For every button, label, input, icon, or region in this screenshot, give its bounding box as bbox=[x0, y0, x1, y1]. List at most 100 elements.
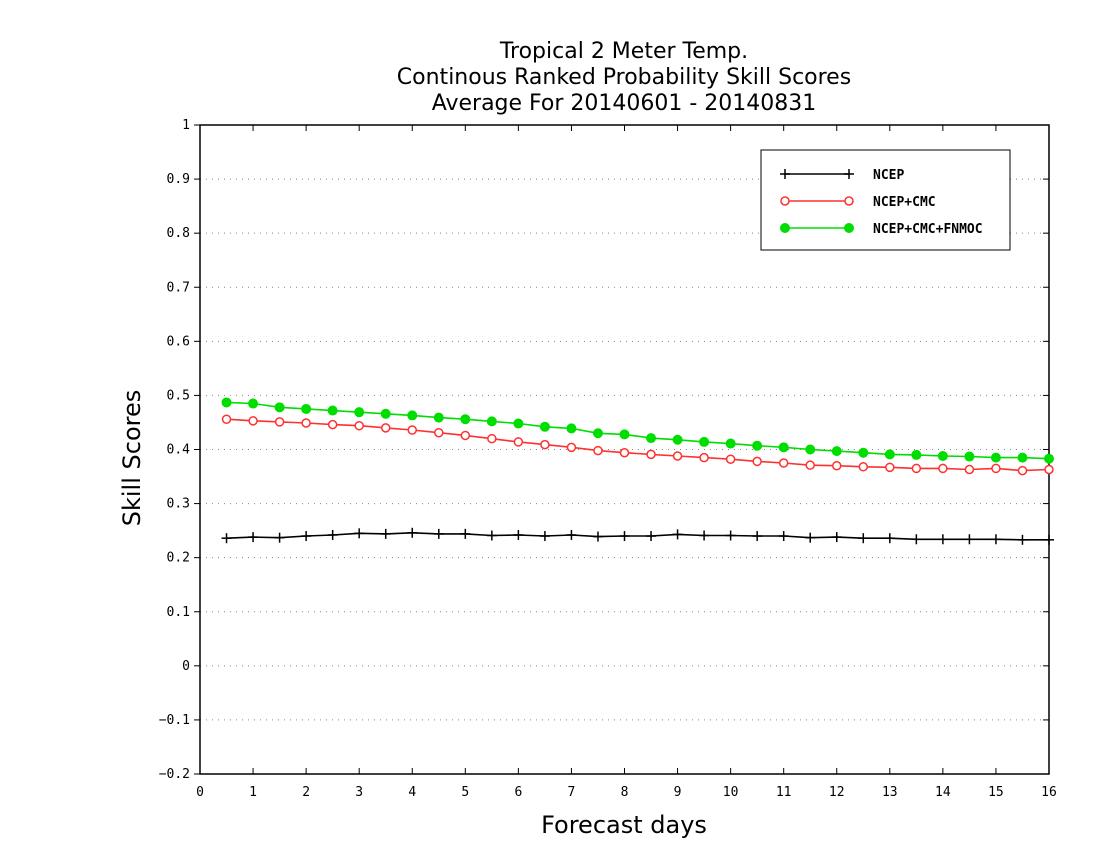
data-point-s1-1 bbox=[248, 416, 258, 426]
data-point-s0-21 bbox=[778, 531, 789, 542]
data-point-s0-8 bbox=[433, 528, 444, 539]
data-point-s2-28 bbox=[964, 451, 975, 462]
data-point-s1-3 bbox=[301, 418, 311, 428]
data-point-s0-7 bbox=[407, 527, 418, 538]
chart-title: Tropical 2 Meter Temp. Continous Ranked … bbox=[397, 39, 851, 116]
x-tick-label: 7 bbox=[568, 785, 576, 800]
data-point-s2-24 bbox=[858, 447, 869, 458]
data-point-s2-14 bbox=[592, 428, 603, 439]
data-point-s1-13 bbox=[566, 442, 577, 453]
data-point-s2-23 bbox=[831, 446, 842, 457]
x-tick-label: 9 bbox=[674, 785, 682, 800]
series-line-0 bbox=[226, 531, 1049, 541]
legend-box bbox=[760, 149, 1011, 251]
data-point-s1-4 bbox=[327, 419, 338, 430]
x-tick-label: 6 bbox=[514, 785, 522, 800]
data-point-s0-22 bbox=[805, 532, 816, 543]
data-point-s2-25 bbox=[884, 449, 895, 460]
chart-title-line-2: Continous Ranked Probability Skill Score… bbox=[397, 65, 851, 90]
data-point-s2-7 bbox=[407, 410, 418, 421]
data-point-s2-22 bbox=[805, 444, 816, 455]
data-point-s0-4 bbox=[327, 529, 338, 540]
x-tick-label: 2 bbox=[302, 785, 310, 800]
data-point-s2-20 bbox=[752, 440, 763, 451]
y-tick-label: −0.2 bbox=[159, 767, 190, 782]
data-point-s0-3 bbox=[301, 531, 312, 542]
data-point-s0-29 bbox=[990, 534, 1001, 545]
legend-label: NCEP+CMC bbox=[873, 195, 936, 210]
data-point-s1-2 bbox=[274, 417, 285, 427]
data-point-s0-18 bbox=[699, 530, 710, 541]
series-0 bbox=[221, 527, 1054, 545]
data-point-s2-6 bbox=[380, 408, 391, 419]
data-point-s0-13 bbox=[566, 529, 577, 540]
data-point-s1-29 bbox=[991, 463, 1001, 474]
data-point-s1-23 bbox=[832, 460, 842, 471]
data-point-s0-31 bbox=[1044, 534, 1054, 545]
legend: NCEP NCEP+CMC NCEP+CMC+FNMOC bbox=[760, 149, 1011, 251]
legend-label: NCEP+CMC+FNMOC bbox=[873, 222, 983, 237]
x-tick-label: 16 bbox=[1041, 785, 1057, 800]
data-point-s2-8 bbox=[433, 412, 444, 423]
data-point-s2-15 bbox=[619, 429, 630, 440]
data-point-s1-31 bbox=[1044, 464, 1054, 475]
x-tick-label: 5 bbox=[461, 785, 469, 800]
data-point-s0-2 bbox=[274, 532, 285, 543]
legend-label: NCEP bbox=[873, 168, 904, 183]
data-point-s0-1 bbox=[248, 532, 259, 543]
y-tick-label: 0.6 bbox=[167, 334, 190, 349]
data-point-s0-27 bbox=[937, 534, 948, 545]
y-tick-label: 1 bbox=[182, 118, 190, 133]
data-point-s0-9 bbox=[460, 528, 471, 539]
data-point-s1-7 bbox=[407, 425, 417, 435]
data-point-s1-11 bbox=[513, 437, 524, 447]
data-point-s0-14 bbox=[592, 531, 603, 542]
data-point-s2-18 bbox=[699, 436, 710, 447]
data-point-s0-26 bbox=[911, 534, 922, 545]
data-point-s1-25 bbox=[885, 462, 895, 473]
data-point-s1-28 bbox=[964, 464, 975, 475]
x-tick-label: 14 bbox=[935, 785, 951, 800]
data-point-s0-25 bbox=[884, 533, 895, 544]
data-point-s1-15 bbox=[619, 447, 630, 458]
data-point-s2-31 bbox=[1044, 453, 1054, 464]
data-point-s1-12 bbox=[540, 439, 550, 450]
data-point-s2-11 bbox=[513, 418, 524, 429]
legend-item-2: NCEP+CMC+FNMOC bbox=[780, 222, 983, 237]
data-point-s1-0 bbox=[221, 414, 232, 424]
x-tick-label: 0 bbox=[196, 785, 204, 800]
data-point-s0-20 bbox=[752, 531, 763, 542]
data-point-s0-30 bbox=[1017, 534, 1028, 545]
y-tick-label: 0.3 bbox=[167, 497, 190, 512]
data-point-s0-15 bbox=[619, 531, 630, 542]
y-axis-label: Skill Scores bbox=[118, 390, 146, 527]
y-tick-label: 0.8 bbox=[167, 226, 190, 241]
series-group bbox=[221, 397, 1054, 545]
chart-title-line-3: Average For 20140601 - 20140831 bbox=[432, 91, 817, 116]
x-tick-label: 4 bbox=[408, 785, 416, 800]
data-point-s0-11 bbox=[513, 529, 524, 540]
y-tick-label: 0.5 bbox=[167, 388, 190, 403]
legend-marker-right-0 bbox=[844, 169, 854, 179]
data-point-s0-16 bbox=[646, 531, 657, 542]
data-point-s2-12 bbox=[539, 421, 550, 432]
legend-item-0: NCEP bbox=[780, 168, 904, 183]
data-point-s2-27 bbox=[937, 450, 948, 461]
data-point-s1-27 bbox=[938, 463, 948, 474]
data-point-s1-21 bbox=[778, 458, 789, 468]
series-1 bbox=[221, 414, 1054, 476]
legend-item-1: NCEP+CMC bbox=[780, 195, 936, 210]
x-tick-label: 11 bbox=[776, 785, 792, 800]
legend-marker-right-2 bbox=[844, 223, 854, 233]
data-point-s1-17 bbox=[672, 451, 683, 461]
data-point-s2-17 bbox=[672, 434, 683, 445]
y-tick-label: 0.9 bbox=[167, 172, 190, 187]
data-point-s2-2 bbox=[274, 402, 285, 413]
legend-marker-left-2 bbox=[780, 223, 790, 233]
x-tick-label: 10 bbox=[723, 785, 739, 800]
x-tick-label: 13 bbox=[882, 785, 898, 800]
data-point-s2-5 bbox=[354, 407, 365, 418]
data-point-s1-14 bbox=[593, 445, 603, 456]
legend-marker-right-1 bbox=[844, 196, 854, 206]
